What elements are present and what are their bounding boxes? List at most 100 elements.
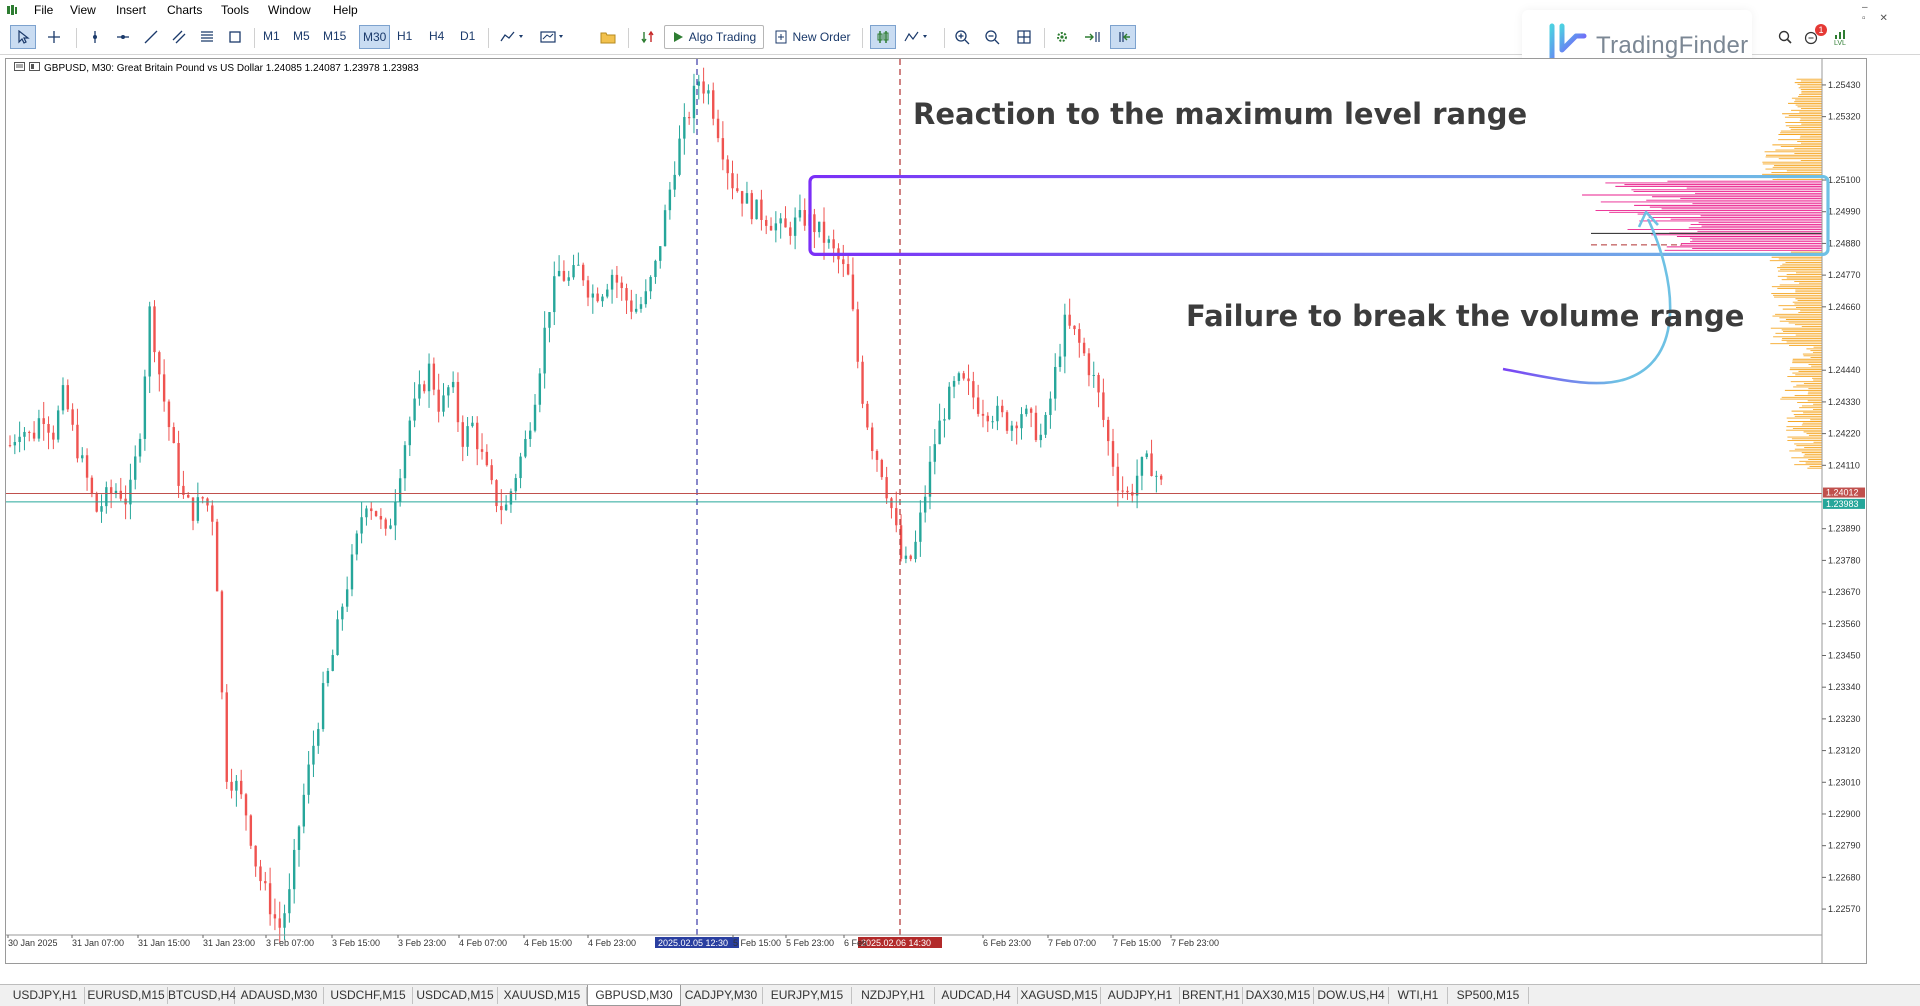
candle-body (23, 431, 26, 437)
tile-windows-icon[interactable] (1012, 25, 1036, 49)
candle-body (870, 427, 874, 452)
price-tick-label: 1.24110 (1828, 460, 1860, 470)
candle-body (244, 794, 248, 816)
timeframe-h4[interactable]: H4 (429, 29, 445, 43)
symbol-info-text: GBPUSD, M30: Great Britain Pound vs US D… (44, 62, 419, 74)
zoom-out-icon[interactable] (980, 25, 1004, 49)
candle-body (1150, 453, 1153, 477)
vertical-line-icon[interactable] (84, 25, 106, 49)
window-controls[interactable]: –▫✕ (1862, 2, 1902, 24)
menu-window[interactable]: Window (268, 3, 311, 17)
menu-file[interactable]: File (34, 3, 54, 17)
price-tick-label: 1.22680 (1828, 872, 1861, 882)
candle-body (938, 420, 941, 445)
menu-view[interactable]: View (70, 3, 96, 17)
cursor-icon[interactable] (10, 25, 36, 49)
red-marker-tag (858, 937, 942, 948)
tab-xauusd-m15[interactable]: XAUUSD,M15 (498, 987, 587, 1004)
menu-insert[interactable]: Insert (116, 3, 147, 17)
tab-audjpy-h1[interactable]: AUDJPY,H1 (1101, 987, 1180, 1004)
tab-eurjpy-m15[interactable]: EURJPY,M15 (763, 987, 852, 1004)
auto-scroll-icon[interactable] (1080, 25, 1104, 49)
candle-body (813, 214, 816, 233)
price-tick-label: 1.24880 (1828, 238, 1861, 248)
chart-type-icon[interactable] (900, 25, 934, 49)
candle-body (85, 455, 89, 478)
tab-usdchf-m15[interactable]: USDCHF,M15 (324, 987, 413, 1004)
autotrading-icon[interactable] (636, 25, 660, 49)
candle-body (914, 541, 917, 560)
algo-trading-button[interactable]: Algo Trading (664, 25, 764, 49)
tab-dow-us-h4[interactable]: DOW.US,H4 (1314, 987, 1389, 1004)
candle-body (856, 309, 859, 362)
time-tick-label: 30 Jan 2025 (8, 938, 58, 948)
bar-chart-icon[interactable] (870, 25, 896, 49)
menu-help[interactable]: Help (333, 3, 358, 17)
fibonacci-icon[interactable] (196, 25, 218, 49)
candle-body (1044, 414, 1047, 435)
chart-window[interactable]: 1.24012 1.23983 1.25430 1.25320 1.25100 1.24… (5, 58, 1867, 964)
chart-shift-icon[interactable] (1110, 25, 1136, 49)
chart-window-icon[interactable] (29, 62, 40, 74)
tab-cadjpy-m30[interactable]: CADJPY,M30 (680, 987, 763, 1004)
shapes-icon[interactable] (224, 25, 246, 49)
tab-nzdjpy-h1[interactable]: NZDJPY,H1 (852, 987, 935, 1004)
candle-body (18, 436, 21, 443)
candle-body (649, 276, 652, 292)
tab-xagusd-m15[interactable]: XAGUSD,M15 (1018, 987, 1101, 1004)
tab-gbpusd-m30[interactable]: GBPUSD,M30 (587, 985, 681, 1006)
candle-body (943, 419, 946, 421)
tab-dax30-m15[interactable]: DAX30,M15 (1243, 987, 1314, 1004)
candle-body (890, 498, 893, 509)
horizontal-line-icon[interactable] (112, 25, 134, 49)
folder-icon[interactable] (596, 25, 620, 49)
search-icon[interactable] (1778, 30, 1792, 49)
indicators-icon[interactable] (496, 25, 530, 49)
tab-wti-h1[interactable]: WTI,H1 (1389, 987, 1448, 1004)
notifications-icon[interactable] (1804, 30, 1820, 51)
timeframe-h1[interactable]: H1 (397, 29, 413, 43)
zoom-in-icon[interactable] (950, 25, 974, 49)
tab-sp500-m15[interactable]: SP500,M15 (1448, 987, 1529, 1004)
menu-bar: File View Insert Charts Tools Window Hel… (0, 0, 1920, 24)
tab-btcusd-h4[interactable]: BTCUSD,H4 (168, 987, 237, 1004)
tab-eurusd-m15[interactable]: EURUSD,M15 (85, 987, 168, 1004)
candle-body (1121, 490, 1124, 492)
time-tick-label: 7 Feb 07:00 (1048, 938, 1096, 948)
candle-body (201, 497, 204, 499)
tab-brent-h1[interactable]: BRENT,H1 (1180, 987, 1243, 1004)
menu-tools[interactable]: Tools (221, 3, 250, 17)
timeframe-m30[interactable]: M30 (359, 25, 391, 49)
candle-body (81, 455, 84, 459)
tab-usdjpy-h1[interactable]: USDJPY,H1 (6, 987, 85, 1004)
menu-charts[interactable]: Charts (167, 3, 203, 17)
tab-adausd-m30[interactable]: ADAUSD,M30 (235, 987, 324, 1004)
candle-body (904, 555, 908, 559)
timeframe-m5[interactable]: M5 (293, 29, 310, 43)
channel-icon[interactable] (168, 25, 190, 49)
candle-body (413, 398, 416, 421)
candle-body (254, 845, 257, 867)
settings-gear-icon[interactable] (1050, 25, 1074, 49)
templates-icon[interactable] (536, 25, 570, 49)
chart-menu-icon[interactable] (14, 62, 25, 74)
candle-body (230, 781, 233, 791)
tab-usdcad-m15[interactable]: USDCAD,M15 (413, 987, 498, 1004)
tab-audcad-h4[interactable]: AUDCAD,H4 (935, 987, 1018, 1004)
candle-body (827, 239, 831, 243)
candle-body (1001, 405, 1004, 413)
timeframe-m1[interactable]: M1 (263, 29, 280, 43)
candle-body (379, 516, 383, 520)
timeframe-d1[interactable]: D1 (460, 29, 476, 43)
candle-body (215, 521, 219, 592)
candle-body (548, 312, 551, 328)
new-order-button[interactable]: New Order (770, 25, 856, 49)
crosshair-icon[interactable] (42, 25, 66, 49)
timeframe-m15[interactable]: M15 (323, 29, 347, 43)
candle-body (659, 246, 662, 261)
app-icon (6, 3, 18, 15)
level-icon[interactable] (1834, 28, 1848, 46)
trendline-icon[interactable] (140, 25, 162, 49)
time-tick-label: 4 Feb 15:00 (524, 938, 572, 948)
